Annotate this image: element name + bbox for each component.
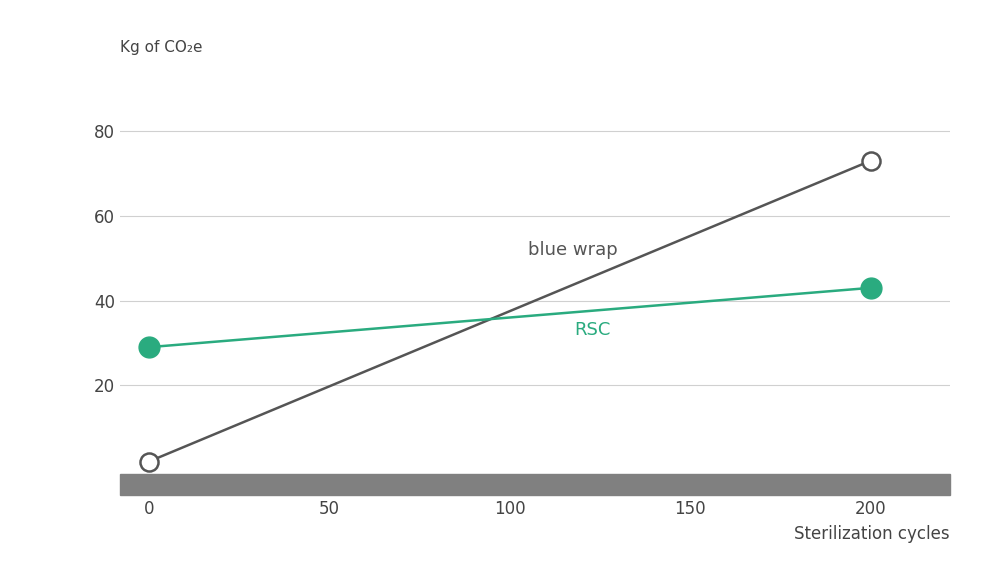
Bar — [120, 474, 950, 495]
Text: Sterilization cycles: Sterilization cycles — [794, 525, 950, 543]
Text: RSC: RSC — [575, 321, 611, 339]
Text: blue wrap: blue wrap — [528, 241, 618, 259]
Text: Kg of CO₂e: Kg of CO₂e — [120, 40, 202, 55]
